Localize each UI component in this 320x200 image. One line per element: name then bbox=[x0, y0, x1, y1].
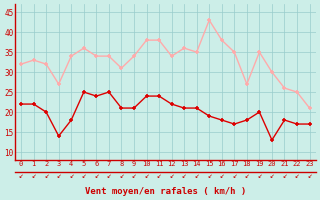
Text: ↙: ↙ bbox=[307, 171, 312, 180]
X-axis label: Vent moyen/en rafales ( km/h ): Vent moyen/en rafales ( km/h ) bbox=[85, 187, 246, 196]
Text: ↙: ↙ bbox=[244, 171, 249, 180]
Text: ↙: ↙ bbox=[107, 171, 111, 180]
Text: ↙: ↙ bbox=[69, 171, 74, 180]
Text: ↙: ↙ bbox=[169, 171, 174, 180]
Text: ↙: ↙ bbox=[144, 171, 149, 180]
Text: ↙: ↙ bbox=[56, 171, 61, 180]
Text: ↙: ↙ bbox=[194, 171, 199, 180]
Text: ↙: ↙ bbox=[232, 171, 236, 180]
Text: ↙: ↙ bbox=[207, 171, 212, 180]
Text: ↙: ↙ bbox=[19, 171, 23, 180]
Text: ↙: ↙ bbox=[82, 171, 86, 180]
Text: ↙: ↙ bbox=[31, 171, 36, 180]
Text: ↙: ↙ bbox=[282, 171, 287, 180]
Text: ↙: ↙ bbox=[44, 171, 48, 180]
Text: ↙: ↙ bbox=[295, 171, 299, 180]
Text: ↙: ↙ bbox=[182, 171, 187, 180]
Text: ↙: ↙ bbox=[257, 171, 262, 180]
Text: ↙: ↙ bbox=[94, 171, 99, 180]
Text: ↙: ↙ bbox=[119, 171, 124, 180]
Text: ↙: ↙ bbox=[270, 171, 274, 180]
Text: ↙: ↙ bbox=[132, 171, 136, 180]
Text: ↙: ↙ bbox=[220, 171, 224, 180]
Text: ↙: ↙ bbox=[157, 171, 161, 180]
